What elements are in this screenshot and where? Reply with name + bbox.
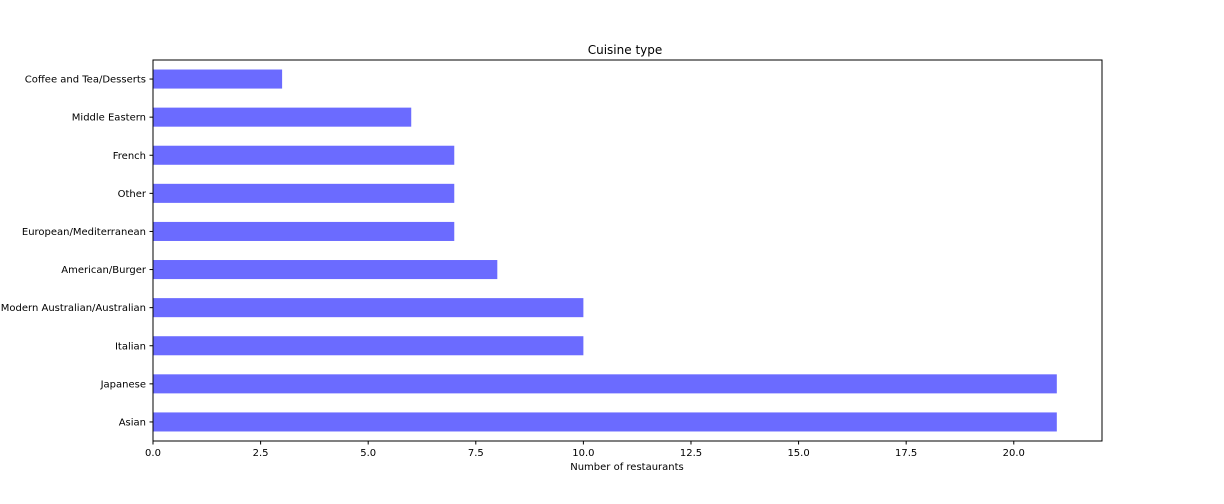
x-tick-label: 20.0 xyxy=(1003,448,1025,459)
x-tick-label: 17.5 xyxy=(895,448,917,459)
x-axis-label: Number of restaurants xyxy=(570,462,684,473)
bar-other xyxy=(153,183,455,203)
x-tick-label: 2.5 xyxy=(253,448,269,459)
y-tick-label: Asian xyxy=(119,417,146,428)
x-tick-label: 0.0 xyxy=(145,448,161,459)
y-tick-label: European/Mediterranean xyxy=(22,227,146,238)
bar-european-mediterranean xyxy=(153,221,455,241)
bar-middle-eastern xyxy=(153,107,412,127)
bars-group xyxy=(153,69,1057,432)
x-axis-ticks: 0.0 2.5 5.0 7.5 10.0 12.5 15.0 17.5 20.0 xyxy=(145,441,1025,459)
x-tick-label: 15.0 xyxy=(787,448,809,459)
chart-title: Cuisine type xyxy=(588,43,663,57)
y-tick-label: Modern Australian/Australian xyxy=(1,303,146,314)
y-tick-label: Middle Eastern xyxy=(72,113,146,124)
y-tick-label: French xyxy=(113,151,146,162)
y-tick-label: Coffee and Tea/Desserts xyxy=(25,75,146,86)
bar-french xyxy=(153,145,455,165)
x-tick-label: 10.0 xyxy=(572,448,594,459)
x-tick-label: 12.5 xyxy=(680,448,702,459)
x-tick-label: 5.0 xyxy=(360,448,376,459)
bar-coffee-and-tea-desserts xyxy=(153,69,283,89)
y-tick-label: Japanese xyxy=(100,379,146,390)
y-tick-label: Italian xyxy=(115,341,146,352)
y-axis-ticks: Coffee and Tea/Desserts Middle Eastern Fre… xyxy=(1,75,153,428)
x-tick-label: 7.5 xyxy=(468,448,484,459)
bar-japanese xyxy=(153,374,1057,394)
y-tick-label: American/Burger xyxy=(61,265,147,276)
y-tick-label: Other xyxy=(118,189,147,200)
plot-frame xyxy=(152,59,1103,442)
bar-italian xyxy=(153,336,584,356)
bar-american-burger xyxy=(153,260,498,280)
bar-asian xyxy=(153,412,1057,432)
bar-modern-australian-australian xyxy=(153,298,584,318)
